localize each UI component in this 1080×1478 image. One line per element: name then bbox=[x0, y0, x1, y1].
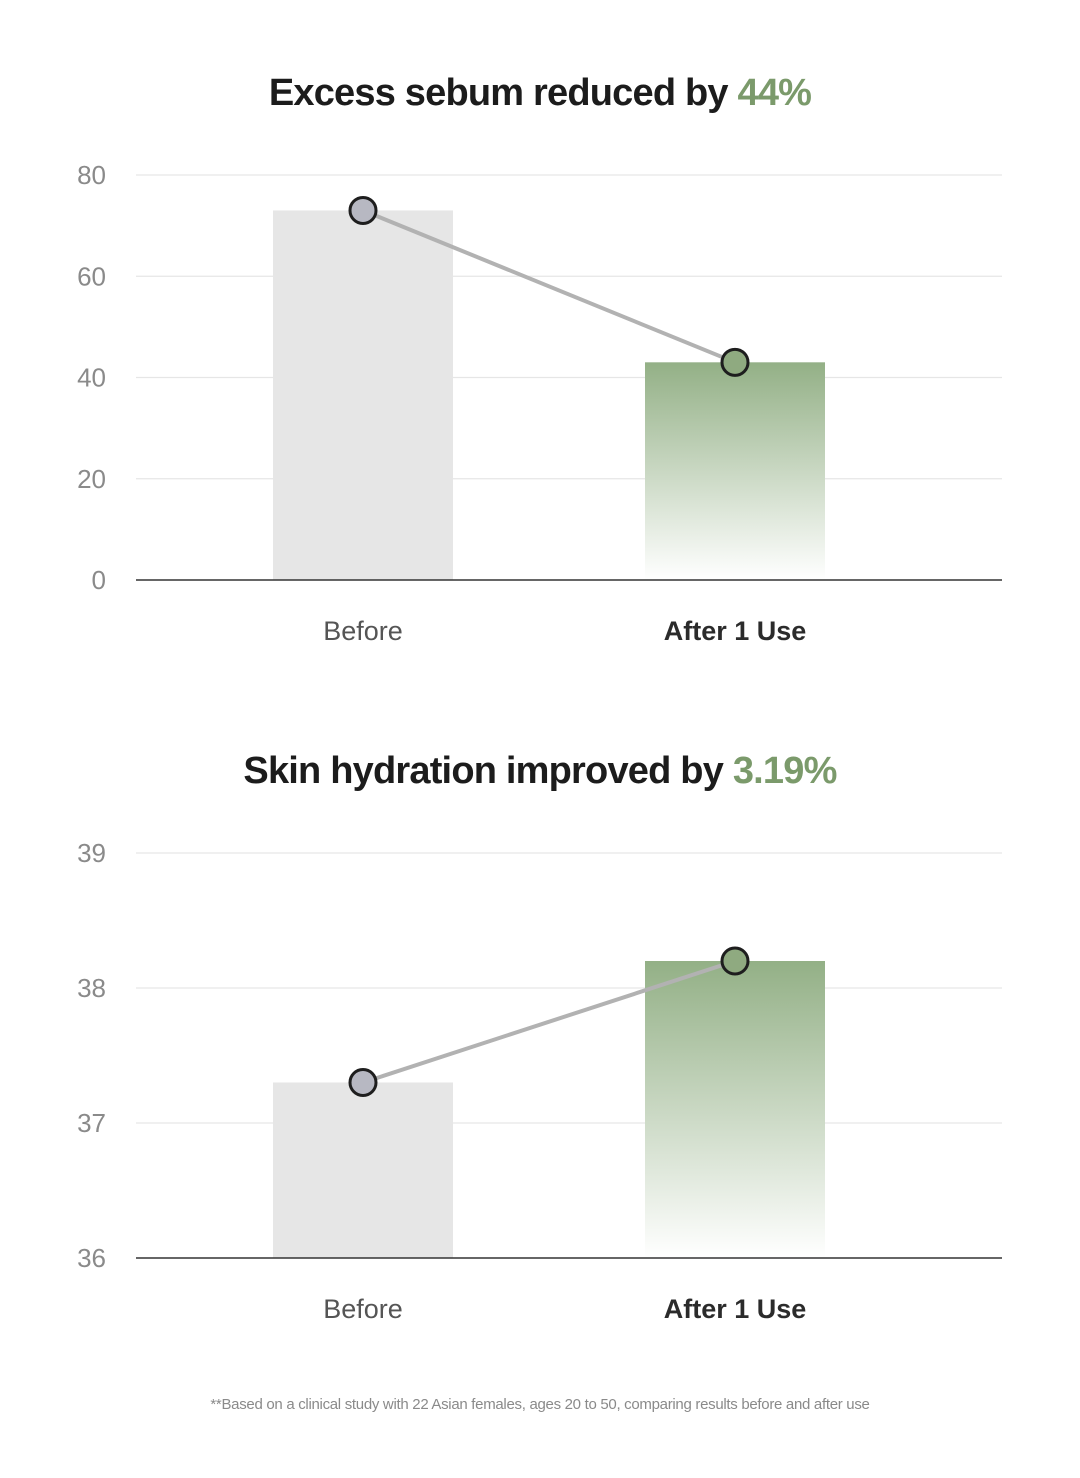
bar-after bbox=[645, 961, 825, 1258]
y-tick-label: 0 bbox=[92, 565, 106, 595]
y-tick-label: 37 bbox=[77, 1108, 106, 1138]
x-label-after: After 1 Use bbox=[664, 1294, 807, 1324]
trend-line bbox=[362, 959, 736, 1085]
y-tick-label: 20 bbox=[77, 464, 106, 494]
bar-before bbox=[273, 210, 453, 580]
x-label-after: After 1 Use bbox=[664, 616, 807, 646]
y-tick-label: 80 bbox=[77, 160, 106, 190]
sebum-plot: 0 20 40 60 80 Before After 1 Use bbox=[77, 160, 1002, 646]
chart-title: Skin hydration improved by 3.19% bbox=[0, 750, 1080, 793]
trend-line bbox=[362, 208, 736, 365]
chart-title-highlight: 3.19% bbox=[732, 750, 838, 792]
y-tick-label: 60 bbox=[77, 261, 106, 291]
footnote: **Based on a clinical study with 22 Asia… bbox=[210, 1396, 870, 1413]
chart-title-prefix: Skin hydration improved by bbox=[243, 750, 733, 792]
x-label-before: Before bbox=[323, 1294, 403, 1324]
y-tick-label: 38 bbox=[77, 973, 106, 1003]
y-tick-label: 39 bbox=[77, 838, 106, 868]
chart-title-prefix: Excess sebum reduced by bbox=[268, 72, 738, 114]
marker-before bbox=[348, 195, 378, 225]
chart-title-highlight: 44% bbox=[737, 72, 812, 114]
hydration-plot: 36 37 38 39 Before After 1 Use bbox=[77, 838, 1002, 1324]
chart-title: Excess sebum reduced by 44% bbox=[0, 72, 1080, 115]
bar-before bbox=[273, 1082, 453, 1258]
marker-after bbox=[720, 347, 750, 377]
marker-after bbox=[720, 946, 750, 976]
marker-before bbox=[348, 1068, 378, 1097]
y-tick-label: 40 bbox=[77, 363, 106, 393]
y-tick-label: 36 bbox=[77, 1243, 106, 1273]
bar-after bbox=[645, 362, 825, 580]
x-label-before: Before bbox=[323, 616, 403, 646]
